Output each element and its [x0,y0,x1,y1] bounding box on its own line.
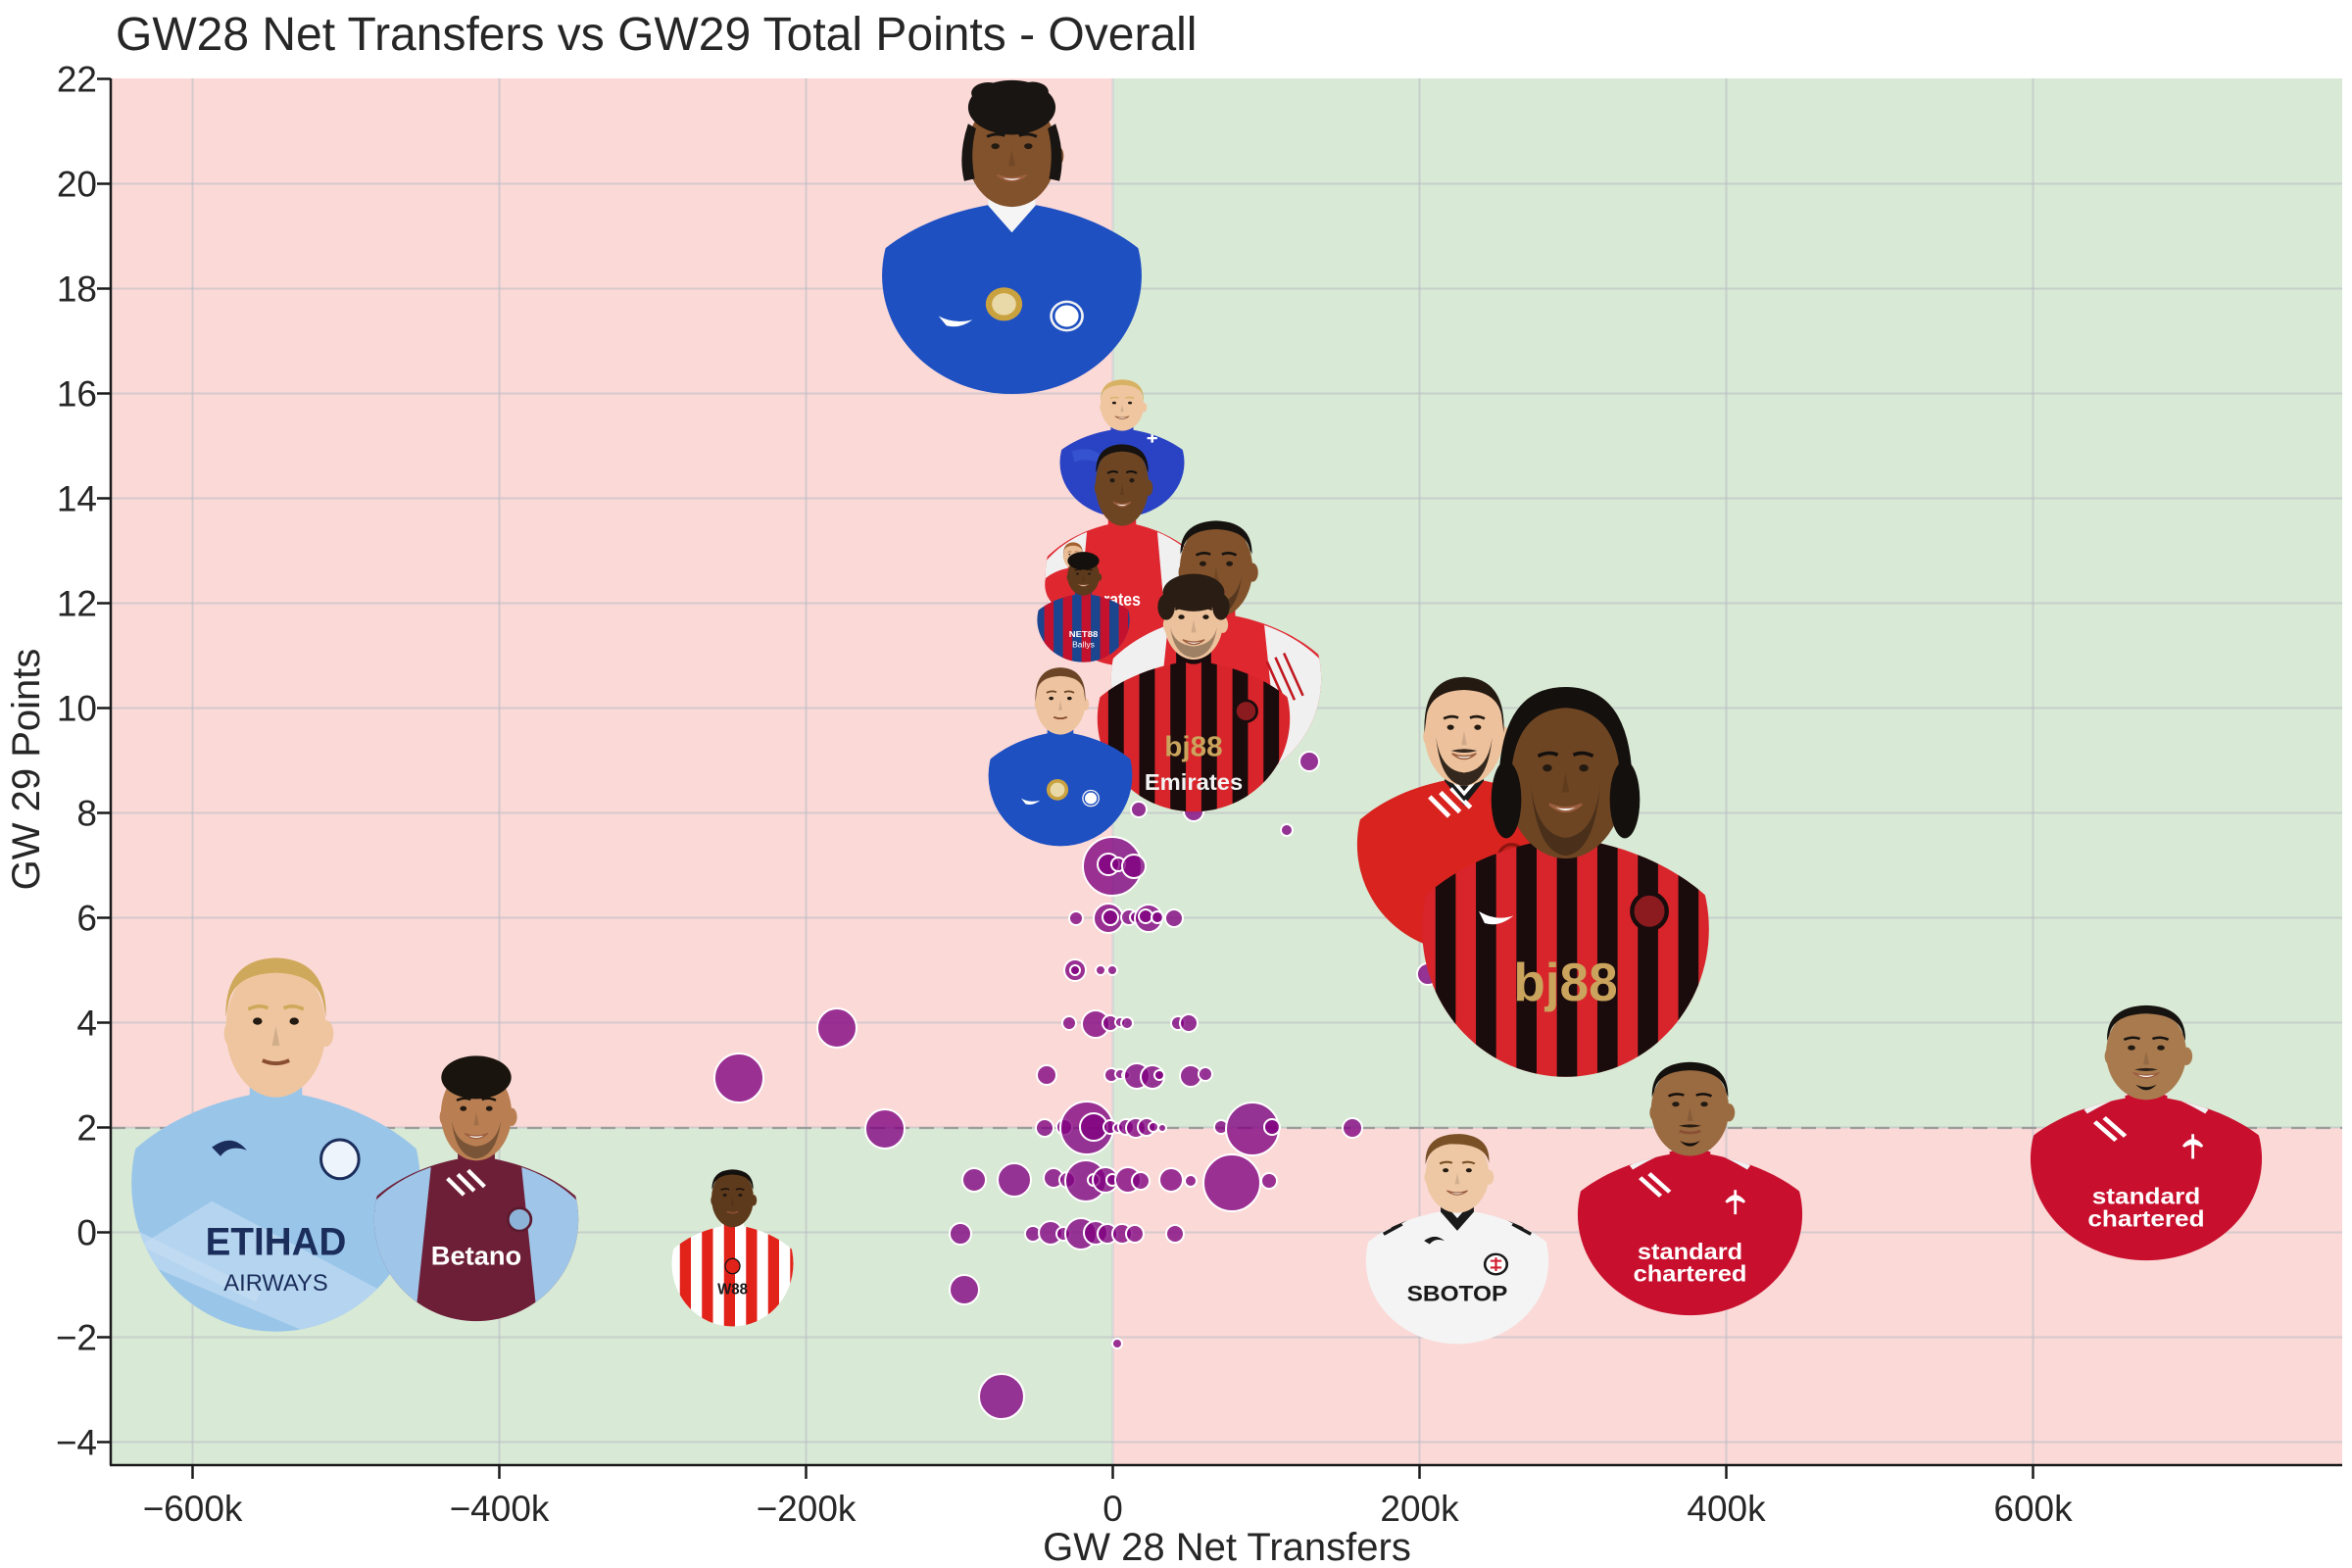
svg-text:chartered: chartered [1634,1262,1747,1288]
svg-text:−200k: −200k [757,1489,857,1529]
svg-text:200k: 200k [1380,1489,1459,1529]
svg-text:0: 0 [1102,1489,1123,1529]
svg-text:GW28 Net Transfers vs GW29 Tot: GW28 Net Transfers vs GW29 Total Points … [116,9,1197,61]
svg-text:16: 16 [57,374,97,415]
svg-text:Emirates: Emirates [1145,769,1243,795]
svg-text:GW 29 Points: GW 29 Points [5,649,48,891]
svg-text:W88: W88 [717,1281,748,1298]
svg-text:−2: −2 [56,1318,97,1358]
svg-text:−400k: −400k [450,1489,550,1529]
svg-text:NET88: NET88 [1069,629,1099,639]
svg-text:GW 28 Net Transfers: GW 28 Net Transfers [1043,1526,1411,1568]
svg-text:10: 10 [57,689,97,729]
svg-text:2: 2 [76,1108,97,1149]
svg-text:Ballys: Ballys [1072,641,1095,650]
svg-text:−600k: −600k [143,1489,243,1529]
svg-text:400k: 400k [1687,1489,1766,1529]
svg-text:6: 6 [76,899,97,939]
svg-text:20: 20 [57,165,97,205]
svg-text:600k: 600k [1993,1489,2073,1529]
svg-text:chartered: chartered [2087,1207,2204,1232]
svg-text:18: 18 [57,270,97,310]
svg-text:bj88: bj88 [1164,732,1222,762]
svg-text:4: 4 [76,1004,97,1044]
svg-text:8: 8 [76,794,97,834]
svg-text:SBOTOP: SBOTOP [1407,1282,1508,1306]
svg-text:standard: standard [1638,1240,1742,1265]
svg-text:−4: −4 [56,1423,97,1463]
svg-text:22: 22 [57,60,97,100]
svg-text:14: 14 [57,479,97,519]
svg-text:standard: standard [2092,1185,2200,1209]
svg-text:ETIHAD: ETIHAD [206,1221,347,1264]
svg-text:0: 0 [76,1213,97,1253]
svg-text:Betano: Betano [431,1240,521,1270]
svg-text:bj88: bj88 [1513,953,1617,1012]
svg-text:12: 12 [57,584,97,624]
svg-text:AIRWAYS: AIRWAYS [223,1270,327,1297]
